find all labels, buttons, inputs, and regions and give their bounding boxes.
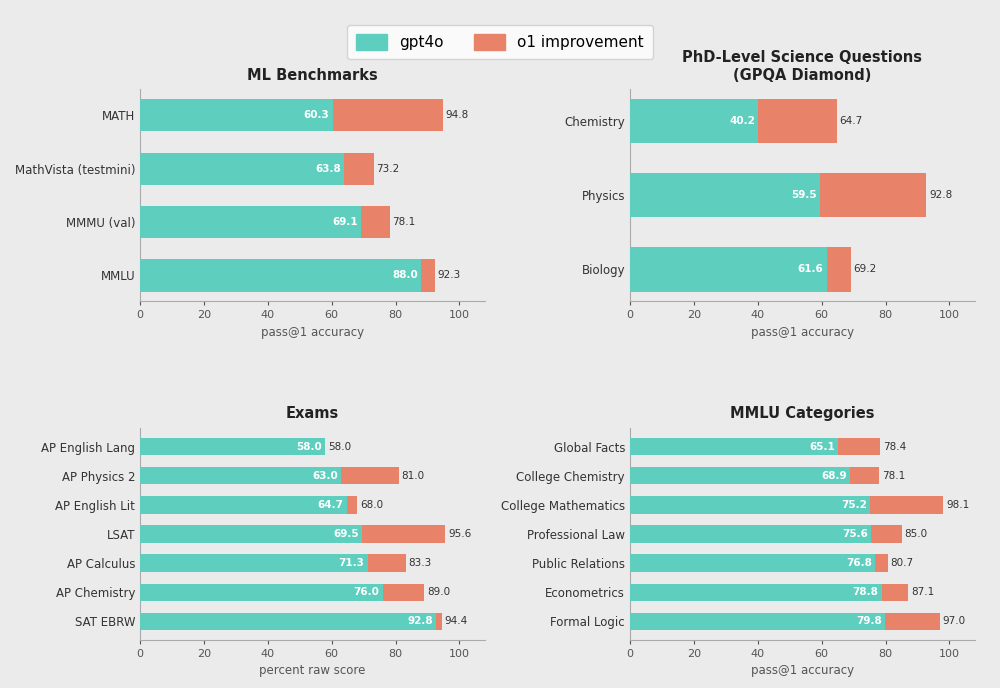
Text: 60.3: 60.3: [304, 110, 329, 120]
Text: 92.3: 92.3: [437, 270, 461, 281]
Text: 71.3: 71.3: [339, 558, 365, 568]
Bar: [870, 496, 943, 513]
Bar: [362, 525, 445, 543]
Text: 75.2: 75.2: [841, 500, 867, 510]
Bar: [882, 583, 908, 601]
X-axis label: pass@1 accuracy: pass@1 accuracy: [261, 325, 364, 338]
Text: 94.4: 94.4: [444, 616, 467, 627]
Text: 76.0: 76.0: [354, 588, 380, 597]
Bar: [630, 247, 827, 292]
Text: 95.6: 95.6: [448, 529, 471, 539]
Bar: [140, 153, 344, 184]
Text: 87.1: 87.1: [911, 588, 934, 597]
Text: 81.0: 81.0: [401, 471, 424, 481]
Text: 80.7: 80.7: [890, 558, 913, 568]
Bar: [140, 613, 436, 630]
Text: 83.3: 83.3: [409, 558, 432, 568]
Text: 92.8: 92.8: [929, 191, 952, 200]
Title: ML Benchmarks: ML Benchmarks: [247, 67, 378, 83]
Bar: [630, 613, 885, 630]
Bar: [838, 438, 880, 455]
X-axis label: pass@1 accuracy: pass@1 accuracy: [751, 665, 854, 678]
Bar: [347, 496, 357, 513]
Text: 64.7: 64.7: [839, 116, 862, 127]
Title: PhD-Level Science Questions
(GPQA Diamond): PhD-Level Science Questions (GPQA Diamon…: [682, 50, 922, 83]
Bar: [875, 555, 888, 572]
Bar: [140, 555, 368, 572]
Bar: [630, 467, 850, 484]
Text: 73.2: 73.2: [376, 164, 400, 173]
Text: 63.8: 63.8: [315, 164, 341, 173]
Text: 85.0: 85.0: [904, 529, 927, 539]
Text: 65.1: 65.1: [809, 442, 835, 451]
Text: 58.0: 58.0: [328, 442, 351, 451]
Bar: [140, 583, 383, 601]
Text: 61.6: 61.6: [798, 264, 824, 275]
Bar: [140, 99, 333, 131]
Bar: [630, 173, 820, 217]
Text: 76.8: 76.8: [846, 558, 872, 568]
Bar: [758, 99, 837, 144]
Bar: [140, 259, 421, 292]
Text: 58.0: 58.0: [296, 442, 322, 451]
Text: 79.8: 79.8: [856, 616, 882, 627]
Bar: [140, 206, 361, 238]
Bar: [630, 555, 875, 572]
Text: 69.1: 69.1: [332, 217, 358, 227]
Text: 69.2: 69.2: [854, 264, 877, 275]
Title: MMLU Categories: MMLU Categories: [730, 407, 875, 422]
Bar: [383, 583, 424, 601]
Text: 59.5: 59.5: [791, 191, 817, 200]
Text: 63.0: 63.0: [312, 471, 338, 481]
Text: 78.1: 78.1: [392, 217, 415, 227]
Text: 89.0: 89.0: [427, 588, 450, 597]
Bar: [140, 438, 325, 455]
Bar: [630, 525, 871, 543]
Bar: [341, 467, 399, 484]
Title: Exams: Exams: [286, 407, 339, 422]
Bar: [140, 467, 341, 484]
Text: 40.2: 40.2: [729, 116, 755, 127]
Bar: [361, 206, 390, 238]
Text: 69.5: 69.5: [333, 529, 359, 539]
Text: 75.6: 75.6: [842, 529, 868, 539]
Text: 68.9: 68.9: [821, 471, 847, 481]
Bar: [344, 153, 374, 184]
Text: 68.0: 68.0: [360, 500, 383, 510]
Text: 98.1: 98.1: [946, 500, 969, 510]
X-axis label: percent raw score: percent raw score: [259, 665, 366, 678]
Text: 97.0: 97.0: [942, 616, 966, 627]
Bar: [630, 583, 882, 601]
X-axis label: pass@1 accuracy: pass@1 accuracy: [751, 325, 854, 338]
Text: 64.7: 64.7: [318, 500, 344, 510]
Text: 78.1: 78.1: [882, 471, 905, 481]
Bar: [630, 496, 870, 513]
Bar: [871, 525, 902, 543]
Bar: [850, 467, 879, 484]
Text: 78.8: 78.8: [853, 588, 879, 597]
Text: 94.8: 94.8: [445, 110, 469, 120]
Text: 92.8: 92.8: [408, 616, 433, 627]
Bar: [630, 438, 838, 455]
Bar: [885, 613, 940, 630]
Bar: [436, 613, 442, 630]
Bar: [140, 496, 347, 513]
Legend: gpt4o, o1 improvement: gpt4o, o1 improvement: [347, 25, 653, 59]
Text: 78.4: 78.4: [883, 442, 906, 451]
Bar: [820, 173, 926, 217]
Text: 88.0: 88.0: [392, 270, 418, 281]
Bar: [827, 247, 851, 292]
Bar: [630, 99, 758, 144]
Bar: [368, 555, 406, 572]
Bar: [140, 525, 362, 543]
Bar: [333, 99, 443, 131]
Bar: [421, 259, 435, 292]
